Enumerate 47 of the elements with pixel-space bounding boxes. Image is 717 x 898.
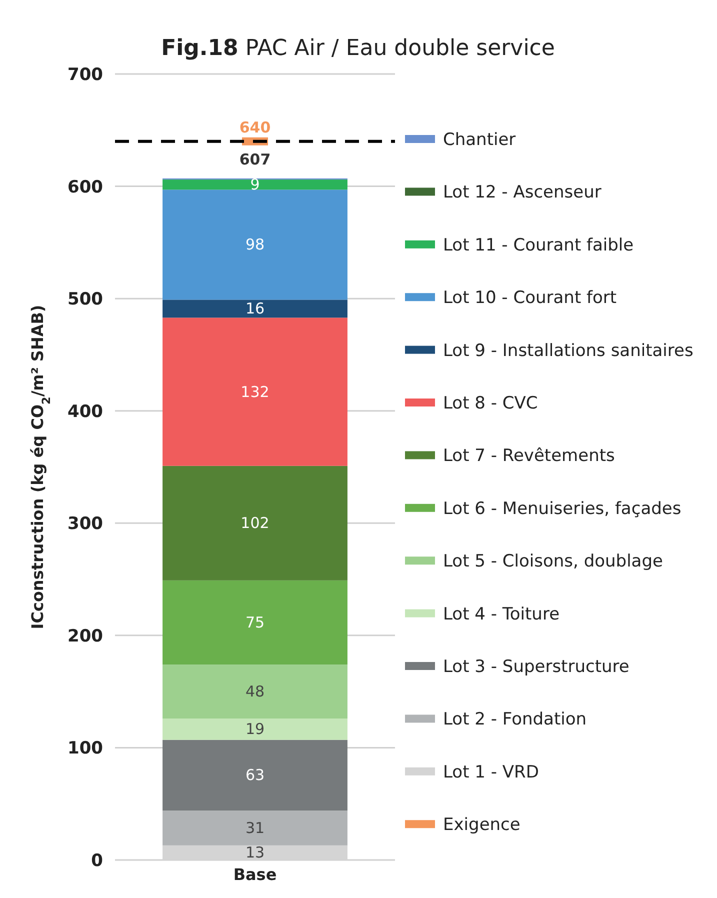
y-tick-label: 600	[68, 177, 104, 198]
bar	[162, 580, 348, 665]
bar	[162, 718, 348, 740]
bar	[162, 810, 348, 846]
legend-label: Lot 8 - CVC	[443, 394, 538, 414]
legend-label: Lot 12 - Ascenseur	[443, 182, 602, 203]
data-label: 102	[240, 514, 270, 532]
data-label: 16	[245, 300, 265, 318]
bar	[162, 180, 348, 190]
bar	[162, 664, 348, 719]
data-label: 9	[250, 176, 260, 194]
data-label: 31	[245, 819, 265, 837]
data-label: 63	[245, 766, 265, 784]
legend-label: Lot 3 - Superstructure	[443, 657, 630, 677]
chart-title: Fig.18 PAC Air / Eau double service	[161, 36, 555, 61]
legend-label: Lot 5 - Cloisons, doublage	[443, 552, 663, 572]
bar	[162, 466, 348, 580]
y-tick-label: 500	[68, 290, 104, 310]
y-tick-label: 300	[68, 514, 104, 534]
legend-label: Lot 4 - Toiture	[443, 604, 560, 624]
legend-label: Exigence	[443, 815, 520, 836]
y-tick-label: 400	[68, 402, 104, 422]
data-label: 13	[245, 844, 265, 862]
y-tick-label: 700	[68, 65, 104, 85]
y-tick-label: 100	[68, 738, 104, 759]
bar	[162, 300, 348, 318]
data-label: 640	[239, 118, 271, 136]
data-label: 98	[245, 236, 265, 254]
legend-label: Chantier	[443, 130, 516, 150]
data-label: 75	[245, 614, 265, 632]
y-tick-label: 0	[91, 851, 104, 871]
legend-label: Lot 6 - Menuiseries, façades	[443, 498, 682, 519]
data-label: 132	[240, 382, 270, 401]
y-tick-label: 200	[68, 626, 104, 646]
legend-label: Lot 10 - Courant fort	[443, 288, 617, 308]
bar	[162, 740, 348, 811]
x-tick-label: Base	[233, 865, 277, 884]
data-label: 48	[245, 682, 265, 701]
bar	[162, 318, 348, 466]
total-label: 607	[239, 150, 271, 168]
legend-label: Lot 9 - Installations sanitaires	[443, 340, 694, 361]
bar	[162, 190, 348, 300]
data-label: 19	[245, 720, 265, 738]
legend-label: Lot 11 - Courant faible	[443, 235, 634, 256]
legend-label: Lot 7 - Revêtements	[443, 446, 616, 466]
legend-label: Lot 1 - VRD	[443, 762, 539, 782]
legend-label: Lot 2 - Fondation	[443, 710, 587, 730]
